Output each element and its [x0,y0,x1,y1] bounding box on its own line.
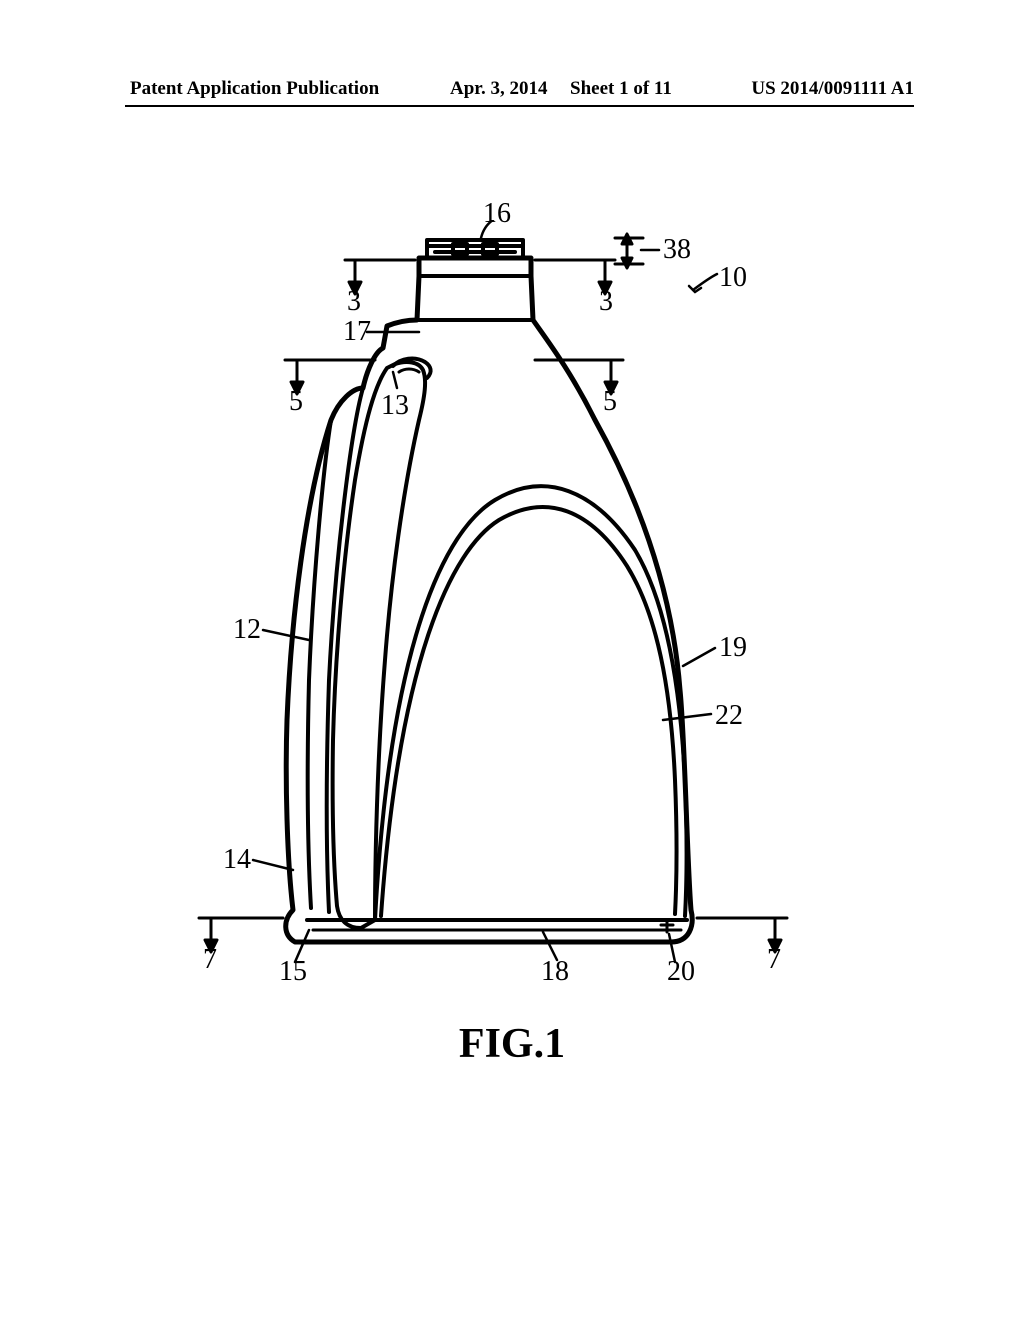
publication-type: Patent Application Publication [130,78,379,100]
figure-1: 16 38 10 17 13 12 19 22 14 15 18 20 3 3 … [175,220,835,1000]
callout-15: 15 [279,956,307,988]
section-7-right: 7 [767,944,781,976]
callout-16: 16 [483,198,511,230]
section-3-right: 3 [599,286,613,318]
callout-12: 12 [233,614,261,646]
page: Patent Application Publication Apr. 3, 2… [0,0,1024,1320]
publication-date: Apr. 3, 2014 [450,78,547,100]
section-5-right: 5 [603,386,617,418]
callout-10: 10 [719,262,747,294]
callout-19: 19 [719,632,747,664]
callout-18: 18 [541,956,569,988]
callout-13: 13 [381,390,409,422]
section-3-left: 3 [347,286,361,318]
page-header: Patent Application Publication Apr. 3, 2… [130,78,914,108]
bottle-drawing [175,220,835,1000]
sheet-number: Sheet 1 of 11 [570,78,672,100]
callout-22: 22 [715,700,743,732]
header-rule [125,105,914,107]
section-5-left: 5 [289,386,303,418]
callout-20: 20 [667,956,695,988]
section-7-left: 7 [203,944,217,976]
callout-14: 14 [223,844,251,876]
callout-17: 17 [343,316,371,348]
callout-38: 38 [663,234,691,266]
figure-caption: FIG.1 [459,1020,565,1068]
publication-number: US 2014/0091111 A1 [751,78,914,100]
